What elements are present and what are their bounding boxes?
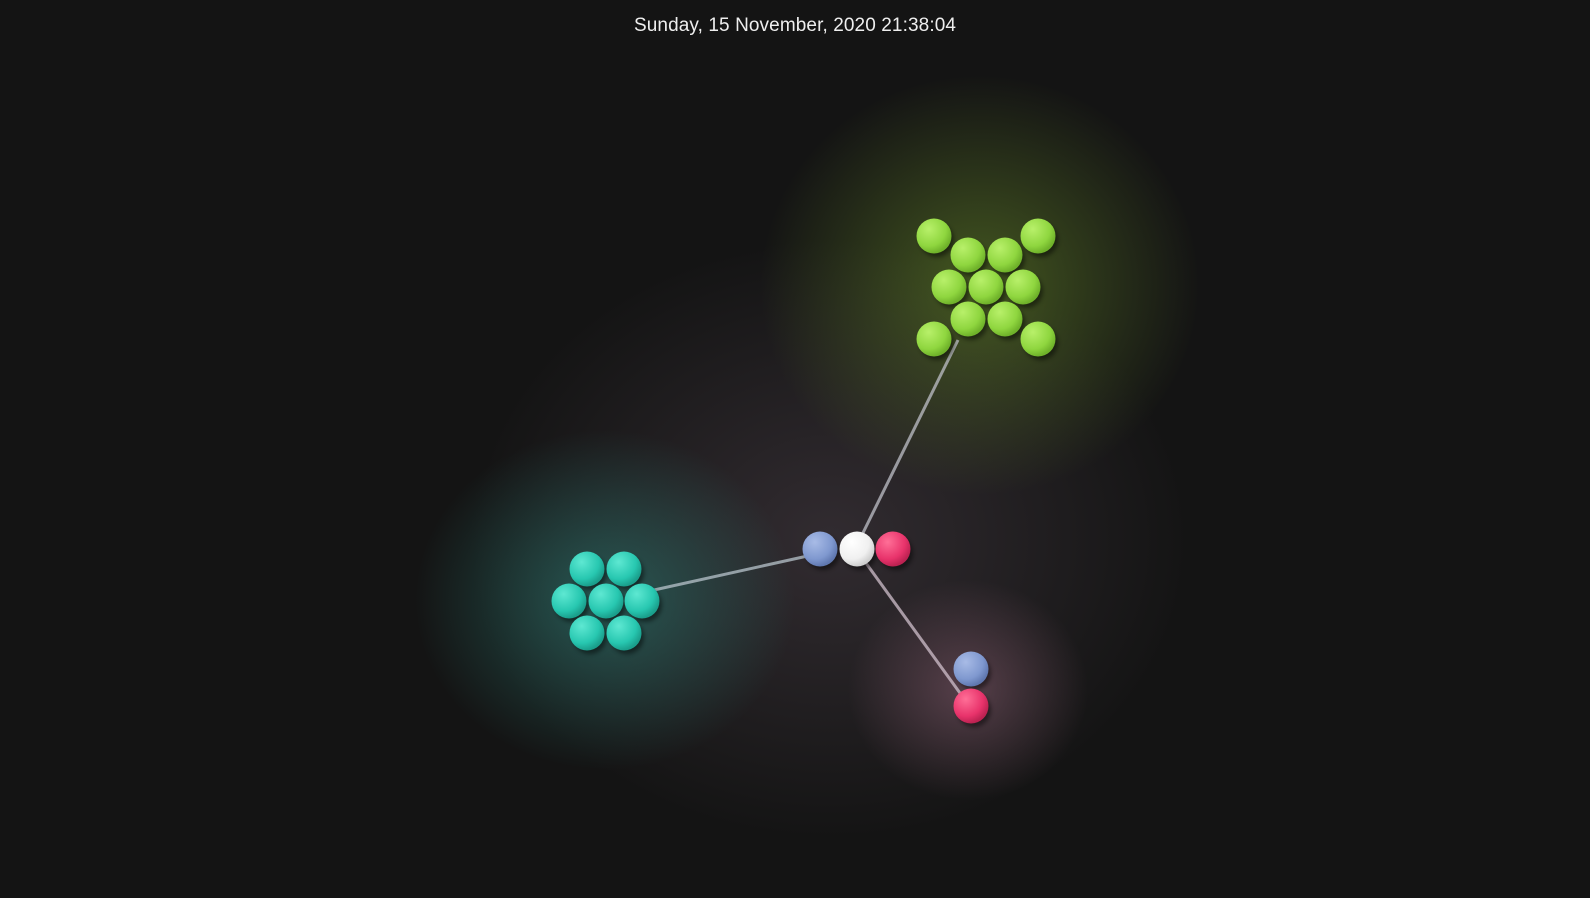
teal-cluster[interactable]	[551, 551, 663, 655]
green-ball	[931, 269, 969, 308]
hub[interactable]	[802, 531, 914, 571]
hub-blue-ball	[802, 531, 840, 570]
link-hub-pair	[856, 551, 967, 701]
datetime-label: Sunday, 15 November, 2020 21:38:04	[633, 15, 957, 36]
green-ball	[1005, 269, 1043, 308]
green-ball	[950, 301, 988, 340]
hub-pink-ball	[875, 531, 913, 570]
green-ball	[916, 218, 954, 257]
teal-ball	[569, 551, 607, 590]
green-ball	[968, 269, 1006, 308]
teal-ball	[569, 615, 607, 654]
link-hub-green	[856, 339, 960, 544]
green-ball	[950, 237, 988, 276]
green-ball	[916, 321, 954, 360]
green-ball	[987, 301, 1025, 340]
hub-white-ball	[839, 531, 877, 570]
green-cluster[interactable]	[916, 218, 1059, 361]
pair-cluster[interactable]	[953, 651, 992, 728]
teal-ball	[588, 583, 626, 622]
teal-ball	[624, 583, 662, 622]
green-ball	[987, 237, 1025, 276]
teal-ball	[606, 551, 644, 590]
teal-ball	[551, 583, 589, 622]
green-ball	[1020, 218, 1058, 257]
green-ball	[1020, 321, 1058, 360]
link-hub-teal	[644, 553, 813, 594]
pair-blue-ball	[953, 651, 991, 690]
teal-ball	[606, 615, 644, 654]
pair-pink-ball	[953, 688, 991, 727]
